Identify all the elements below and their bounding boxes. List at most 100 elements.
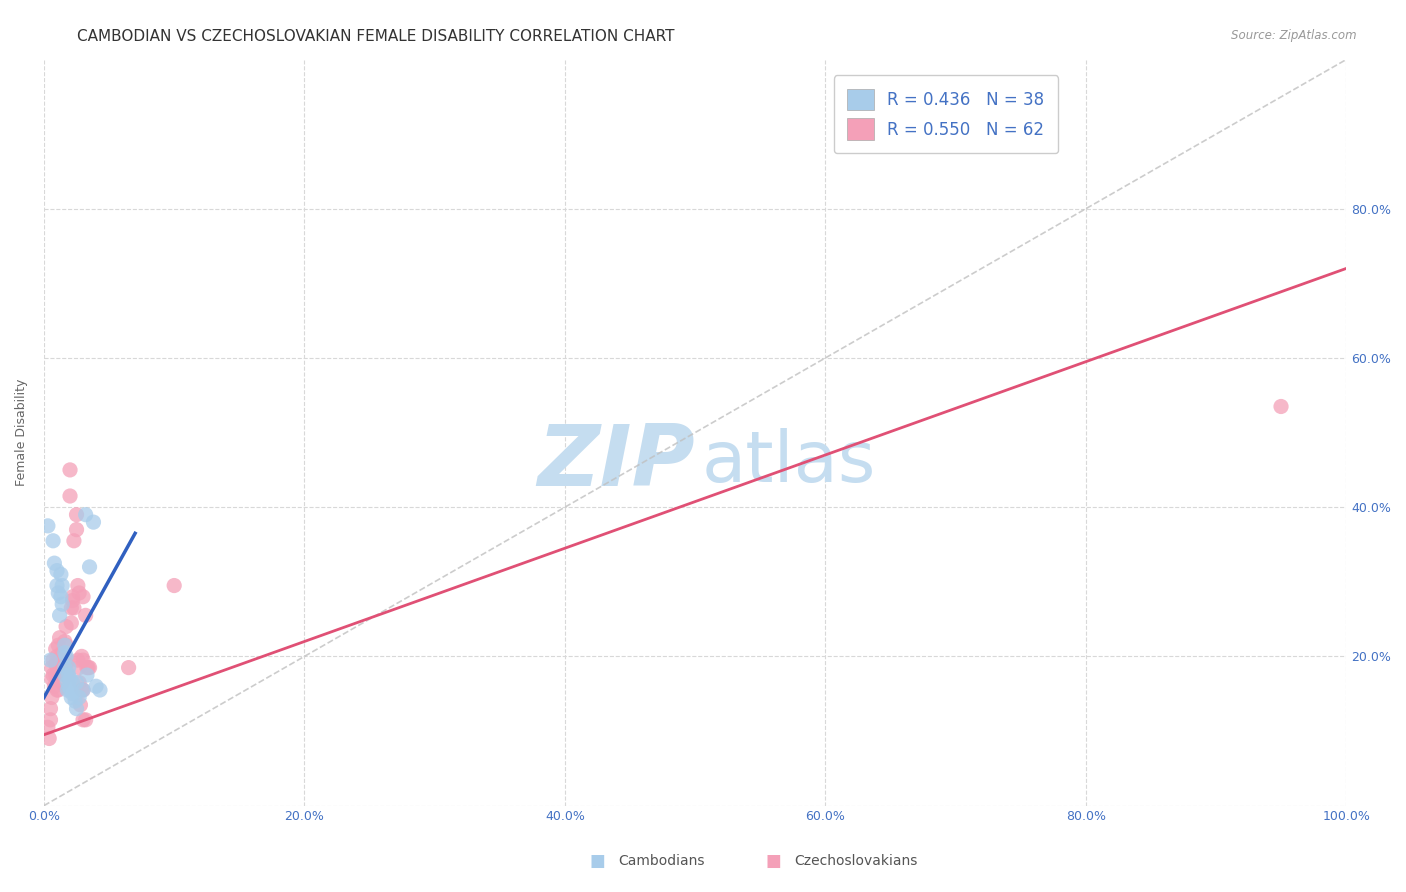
Point: [55, 638, 77, 652]
Point: [45, 642, 67, 657]
Point: [39, 653, 62, 667]
Point: [46, 683, 69, 698]
Point: [67, 690, 90, 705]
Point: [62, 590, 84, 604]
Point: [44, 556, 66, 570]
Point: [67, 660, 90, 674]
Point: [75, 608, 97, 623]
Point: [46, 586, 69, 600]
Point: [42, 653, 65, 667]
Point: [63, 601, 86, 615]
Text: ■: ■: [589, 852, 606, 870]
Point: [70, 649, 93, 664]
Point: [45, 657, 67, 671]
Point: [70, 683, 93, 698]
Text: atlas: atlas: [702, 428, 876, 497]
Point: [48, 653, 70, 667]
Point: [53, 660, 76, 674]
Text: Czechoslovakians: Czechoslovakians: [794, 854, 918, 868]
Point: [75, 508, 97, 522]
Point: [53, 634, 76, 648]
Point: [67, 675, 90, 690]
Point: [65, 508, 87, 522]
Point: [46, 683, 69, 698]
Point: [51, 597, 73, 611]
Point: [62, 675, 84, 690]
Point: [37, 519, 59, 533]
Point: [49, 567, 72, 582]
Point: [51, 660, 73, 674]
Point: [56, 668, 79, 682]
Point: [58, 679, 80, 693]
Point: [56, 683, 79, 698]
Point: [60, 615, 83, 630]
Point: [48, 631, 70, 645]
Point: [42, 668, 65, 682]
Point: [46, 649, 69, 664]
Point: [58, 668, 80, 682]
Point: [53, 638, 76, 652]
Point: [53, 668, 76, 682]
Point: [46, 564, 69, 578]
Point: [67, 586, 90, 600]
Point: [51, 675, 73, 690]
Point: [55, 668, 77, 682]
Point: [66, 578, 89, 592]
Text: Cambodians: Cambodians: [619, 854, 706, 868]
Legend: R = 0.436   N = 38, R = 0.550   N = 62: R = 0.436 N = 38, R = 0.550 N = 62: [834, 76, 1057, 153]
Point: [59, 463, 82, 477]
Point: [48, 608, 70, 623]
Point: [60, 601, 83, 615]
Point: [117, 660, 139, 674]
Point: [46, 638, 69, 652]
Point: [46, 665, 69, 679]
Point: [82, 515, 104, 529]
Point: [1270, 400, 1292, 414]
Point: [37, 720, 59, 734]
Point: [49, 590, 72, 604]
Text: ZIP: ZIP: [537, 421, 695, 504]
Point: [44, 679, 66, 693]
Point: [51, 646, 73, 660]
Point: [76, 660, 98, 674]
Point: [53, 646, 76, 660]
Point: [89, 683, 111, 698]
Point: [163, 578, 186, 592]
Point: [51, 578, 73, 592]
Point: [75, 713, 97, 727]
Text: ■: ■: [765, 852, 782, 870]
Point: [72, 683, 94, 698]
Point: [55, 619, 77, 633]
Y-axis label: Female Disability: Female Disability: [15, 379, 28, 486]
Point: [53, 649, 76, 664]
Point: [59, 489, 82, 503]
Point: [62, 687, 84, 701]
Point: [65, 675, 87, 690]
Point: [72, 683, 94, 698]
Point: [58, 660, 80, 674]
Point: [77, 660, 100, 674]
Point: [79, 560, 101, 574]
Point: [79, 660, 101, 674]
Point: [63, 533, 86, 548]
Point: [59, 672, 82, 686]
Point: [46, 578, 69, 592]
Point: [41, 690, 63, 705]
Text: CAMBODIAN VS CZECHOSLOVAKIAN FEMALE DISABILITY CORRELATION CHART: CAMBODIAN VS CZECHOSLOVAKIAN FEMALE DISA…: [77, 29, 675, 44]
Text: Source: ZipAtlas.com: Source: ZipAtlas.com: [1232, 29, 1357, 42]
Point: [42, 533, 65, 548]
Point: [69, 698, 91, 712]
Point: [56, 675, 79, 690]
Point: [41, 660, 63, 674]
Point: [38, 731, 60, 746]
Point: [66, 653, 89, 667]
Point: [65, 701, 87, 715]
Point: [55, 649, 77, 664]
Point: [84, 679, 107, 693]
Point: [55, 657, 77, 671]
Point: [72, 590, 94, 604]
Point: [39, 713, 62, 727]
Point: [45, 668, 67, 682]
Point: [46, 657, 69, 671]
Point: [62, 593, 84, 607]
